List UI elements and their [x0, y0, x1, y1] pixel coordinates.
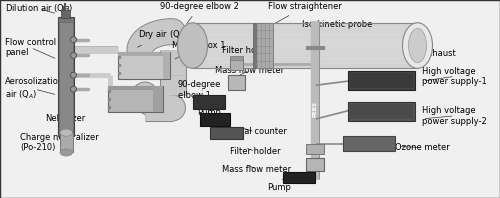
- Text: Mass flow meter: Mass flow meter: [222, 165, 292, 174]
- FancyBboxPatch shape: [108, 86, 162, 112]
- Text: Flow control
panel: Flow control panel: [5, 38, 56, 58]
- Text: Ozone meter: Ozone meter: [395, 143, 450, 152]
- FancyBboxPatch shape: [192, 95, 225, 109]
- FancyBboxPatch shape: [230, 56, 242, 60]
- FancyBboxPatch shape: [306, 144, 324, 154]
- Ellipse shape: [70, 52, 76, 58]
- Text: Charge neutralizer
(Po-210): Charge neutralizer (Po-210): [20, 133, 99, 152]
- Text: Optical counter: Optical counter: [222, 127, 288, 136]
- FancyBboxPatch shape: [306, 158, 324, 171]
- FancyBboxPatch shape: [210, 127, 242, 139]
- FancyBboxPatch shape: [118, 52, 170, 79]
- Ellipse shape: [178, 23, 208, 68]
- FancyBboxPatch shape: [58, 17, 74, 136]
- Ellipse shape: [70, 86, 76, 92]
- Text: Filter holder: Filter holder: [222, 46, 273, 60]
- FancyBboxPatch shape: [348, 102, 415, 121]
- FancyBboxPatch shape: [348, 71, 415, 90]
- FancyBboxPatch shape: [162, 52, 170, 79]
- Ellipse shape: [408, 29, 426, 63]
- FancyBboxPatch shape: [200, 113, 230, 126]
- FancyBboxPatch shape: [108, 86, 162, 90]
- Ellipse shape: [70, 37, 76, 43]
- FancyBboxPatch shape: [118, 52, 170, 56]
- Text: Mixing box 1: Mixing box 1: [172, 41, 226, 59]
- Text: PEBS: PEBS: [312, 101, 318, 117]
- FancyBboxPatch shape: [228, 75, 245, 90]
- Text: Filter holder: Filter holder: [230, 147, 280, 156]
- FancyBboxPatch shape: [230, 57, 242, 70]
- FancyBboxPatch shape: [350, 104, 412, 119]
- Text: 90-degree elbow 2: 90-degree elbow 2: [160, 2, 239, 24]
- Ellipse shape: [70, 72, 76, 78]
- Ellipse shape: [402, 23, 432, 68]
- Text: Dry air (Q$_d$): Dry air (Q$_d$): [138, 28, 187, 47]
- FancyBboxPatch shape: [252, 23, 272, 68]
- FancyBboxPatch shape: [60, 133, 72, 152]
- FancyBboxPatch shape: [282, 172, 315, 183]
- Text: Exhaust: Exhaust: [418, 49, 456, 58]
- Text: Mass flow meter: Mass flow meter: [215, 66, 284, 75]
- Text: Mixing box 2: Mixing box 2: [108, 95, 161, 105]
- FancyBboxPatch shape: [252, 23, 256, 68]
- Text: Iso-kinetic probe: Iso-kinetic probe: [302, 20, 373, 34]
- Text: Dilution air (Q$_D$): Dilution air (Q$_D$): [5, 3, 73, 15]
- Text: Flow straightener: Flow straightener: [268, 2, 342, 23]
- Text: Nebulizer: Nebulizer: [45, 114, 85, 123]
- FancyBboxPatch shape: [350, 73, 412, 88]
- Text: Pump: Pump: [198, 108, 222, 117]
- FancyBboxPatch shape: [152, 86, 162, 112]
- Text: Aerosolization
air (Q$_A$): Aerosolization air (Q$_A$): [5, 77, 64, 101]
- FancyBboxPatch shape: [192, 23, 418, 68]
- FancyBboxPatch shape: [342, 136, 395, 151]
- Ellipse shape: [60, 129, 72, 136]
- Text: 90-degree
elbow 1: 90-degree elbow 1: [178, 80, 221, 100]
- Text: High voltage
power supply-2: High voltage power supply-2: [422, 106, 487, 126]
- FancyBboxPatch shape: [58, 22, 72, 131]
- Text: High voltage
power supply-1: High voltage power supply-1: [422, 67, 487, 86]
- FancyBboxPatch shape: [61, 10, 70, 18]
- Text: Pump: Pump: [268, 179, 291, 192]
- Ellipse shape: [60, 149, 72, 156]
